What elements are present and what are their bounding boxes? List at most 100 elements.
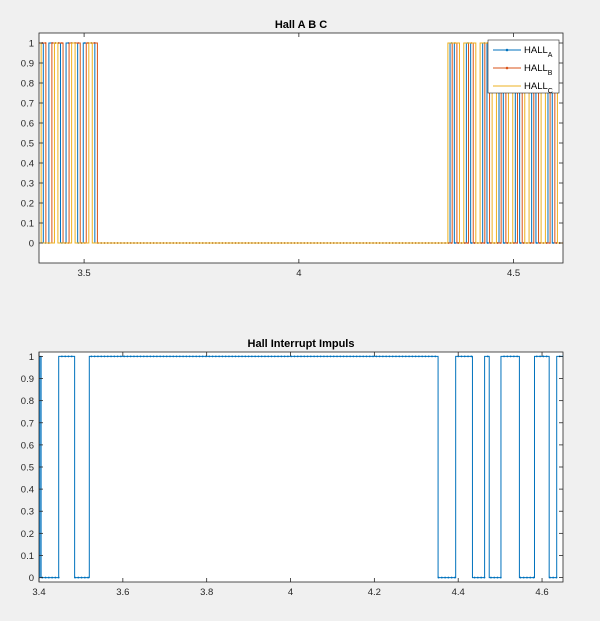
series-marker — [51, 42, 53, 44]
series-marker — [70, 355, 73, 358]
y-tick-label: 0.2 — [21, 199, 34, 210]
series-marker — [208, 355, 211, 358]
series-marker — [57, 576, 60, 579]
series-marker — [87, 576, 90, 579]
series-marker — [264, 355, 266, 358]
series-marker — [254, 355, 257, 358]
series-marker — [185, 355, 188, 358]
series-marker — [539, 242, 541, 244]
x-tick-label: 3.6 — [116, 587, 129, 598]
series-marker — [146, 355, 148, 358]
x-tick-label: 3.5 — [77, 268, 90, 279]
series-marker — [178, 355, 181, 358]
series-marker — [555, 576, 558, 579]
series-marker — [401, 355, 404, 358]
series-marker — [555, 242, 558, 244]
y-tick-label: 1 — [29, 39, 34, 50]
series-marker — [80, 576, 83, 579]
series-marker — [237, 355, 240, 358]
series-marker — [90, 355, 93, 358]
series-marker — [129, 355, 132, 358]
series-marker — [342, 355, 345, 358]
y-tick-label: 0.4 — [21, 159, 34, 170]
y-tick-label: 0.1 — [21, 219, 34, 230]
series-marker — [532, 242, 535, 244]
series-marker — [437, 576, 440, 579]
series-marker — [535, 242, 538, 244]
series-marker — [270, 355, 273, 358]
series-group — [39, 355, 563, 579]
series-marker — [516, 355, 519, 358]
series-marker — [457, 355, 460, 358]
series-marker — [496, 242, 499, 244]
series-marker — [522, 576, 525, 579]
legend-marker — [505, 66, 509, 70]
legend: HALLA HALLB HALLC — [487, 39, 560, 95]
series-marker — [250, 355, 253, 358]
series-marker — [260, 355, 263, 358]
x-tick-label: 4.4 — [452, 587, 465, 598]
series-marker — [427, 355, 430, 358]
series-marker — [385, 355, 388, 358]
series-marker — [552, 242, 555, 244]
series-marker — [414, 355, 417, 358]
series-marker — [277, 355, 279, 358]
series-marker — [244, 355, 247, 358]
series-marker — [74, 576, 76, 579]
series-marker — [83, 42, 86, 44]
series-marker — [362, 355, 365, 358]
series-marker — [323, 355, 325, 358]
series-marker — [355, 355, 358, 358]
series-marker — [506, 242, 509, 244]
series-marker — [97, 355, 99, 358]
series-marker — [188, 355, 191, 358]
x-tick-label: 4.6 — [535, 587, 548, 598]
series-marker — [516, 242, 519, 244]
series-marker — [388, 355, 391, 358]
series-marker — [139, 355, 142, 358]
y-tick-label: 0.7 — [21, 99, 34, 110]
series-marker — [503, 355, 505, 358]
series-marker — [54, 576, 57, 579]
y-tick-label: 0.3 — [21, 179, 34, 190]
series-marker — [545, 355, 548, 358]
series-marker — [506, 355, 509, 358]
series-marker — [152, 355, 155, 358]
series-marker — [470, 242, 473, 244]
series-marker — [522, 242, 525, 244]
series-marker — [296, 355, 299, 358]
series-marker — [100, 355, 103, 358]
series-marker — [126, 355, 129, 358]
series-marker — [224, 355, 227, 358]
series-marker — [359, 355, 361, 358]
series-marker — [349, 355, 352, 358]
series-marker — [542, 355, 545, 358]
series-marker — [241, 355, 243, 358]
series-marker — [44, 576, 47, 579]
series-marker — [460, 355, 463, 358]
series-marker — [490, 242, 492, 244]
series-marker — [480, 242, 483, 244]
series-marker — [280, 355, 283, 358]
y-tick-label: 0.7 — [21, 418, 34, 429]
series-marker — [195, 355, 198, 358]
series-marker — [156, 355, 158, 358]
series-marker — [64, 355, 67, 358]
y-tick-label: 0.4 — [21, 485, 34, 496]
series-marker — [545, 242, 548, 244]
y-tick-label: 0.8 — [21, 79, 34, 90]
series-marker — [473, 242, 476, 244]
series-marker — [221, 355, 224, 358]
series-marker — [499, 242, 502, 244]
series-marker — [454, 242, 456, 244]
series-marker — [309, 355, 312, 358]
series-marker — [483, 576, 486, 579]
series-marker — [77, 42, 80, 44]
series-marker — [172, 355, 175, 358]
series-marker — [532, 576, 535, 579]
x-tick-label: 4.5 — [507, 268, 520, 279]
y-tick-label: 0.6 — [21, 440, 34, 451]
series-marker — [234, 355, 237, 358]
series-marker — [411, 355, 414, 358]
series-marker — [165, 355, 168, 358]
